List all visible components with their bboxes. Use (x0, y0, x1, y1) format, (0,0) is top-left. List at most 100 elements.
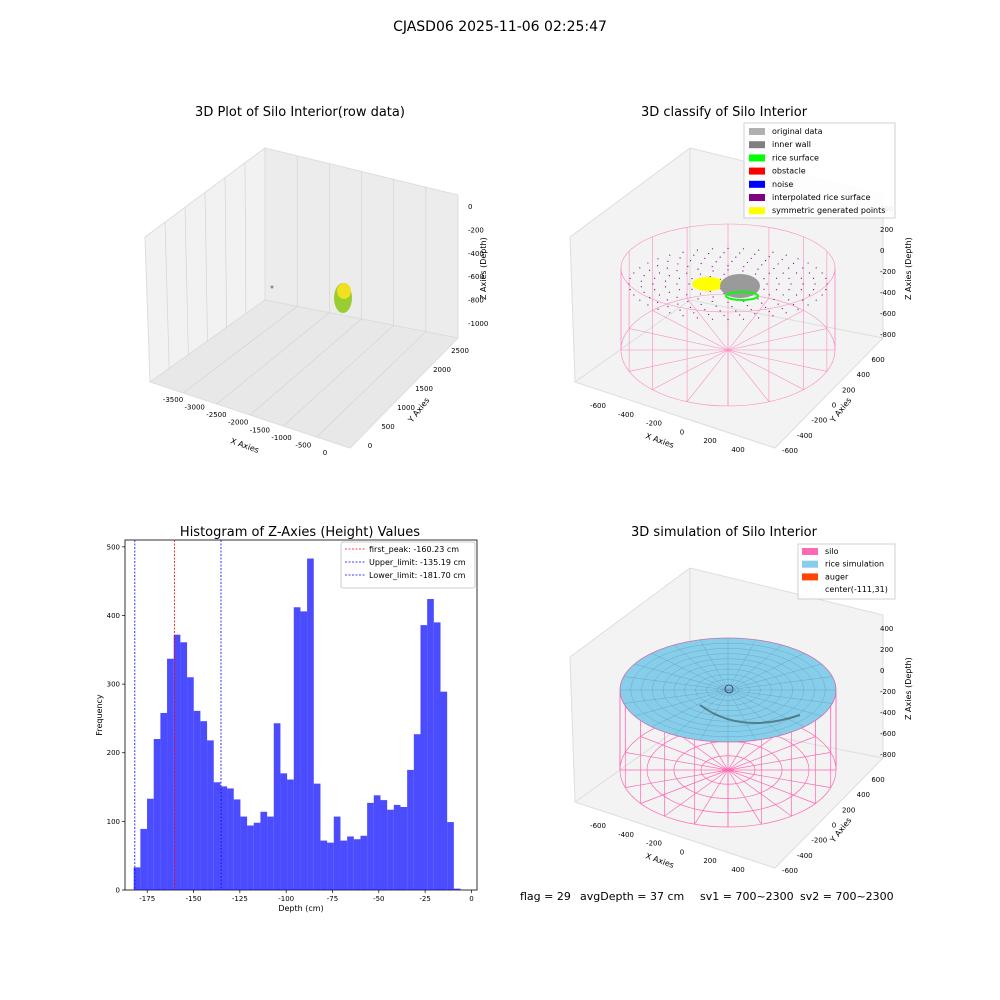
hist-bar (207, 740, 214, 890)
classify-x-tick-label: -400 (618, 411, 634, 419)
classify-z-tick-label: -400 (880, 289, 896, 297)
hist-bar (153, 739, 161, 890)
classify-interpolated-points (628, 247, 828, 321)
classify-z-tick-label: 200 (880, 226, 893, 234)
hist-bar (187, 677, 194, 890)
raw-outlier-point (270, 285, 274, 289)
hist-bar (353, 839, 361, 890)
hist-bar (147, 798, 154, 890)
raw-x-tick-label: -2500 (206, 411, 226, 419)
simulation-z-tick-label: 400 (880, 625, 893, 633)
hist-bar (167, 658, 174, 890)
hist-bar (433, 622, 441, 890)
classify-y-label: Y Axies (828, 396, 854, 425)
classify-z-label: Z Axies (Depth) (904, 237, 913, 300)
hist-y-tick-label: 200 (107, 749, 120, 757)
hist-bar (347, 836, 354, 890)
hist-bar (340, 840, 348, 890)
simulation-y-tick-label: -200 (811, 837, 827, 845)
classify-z-tick-label: -800 (880, 331, 896, 339)
classify-legend-swatch (749, 141, 765, 149)
footer-flag: flag = 29 (520, 890, 571, 903)
hist-bar (233, 799, 241, 890)
hist-bar (380, 800, 388, 890)
raw-z-tick-label: -200 (468, 226, 484, 234)
simulation-legend: silo rice simulation auger center(-111,31) (797, 543, 896, 600)
classify-x-label: X Axies (644, 431, 675, 450)
classify-y-tick-label: 600 (871, 356, 884, 364)
hist-bar (280, 773, 288, 890)
footer-avg-depth: avgDepth = 37 cm (580, 890, 684, 903)
classify-legend-label: obstacle (772, 167, 806, 176)
hist-y-tick-label: 400 (107, 612, 120, 620)
hist-bar (133, 867, 141, 890)
raw-z-tick-label: -1000 (468, 320, 488, 328)
classify-legend-label: symmetric generated points (772, 206, 885, 215)
simulation-x-tick-label: -200 (646, 840, 662, 848)
hist-x-tick-label: -150 (186, 895, 202, 903)
raw-x-tick-label: -1000 (271, 434, 291, 442)
raw-x-tick-label: -3000 (185, 404, 205, 412)
hist-legend: first_peak: -160.23 cm Upper_limit: -135.… (340, 541, 476, 589)
hist-bars (133, 558, 461, 890)
classify-legend-swatch (749, 154, 765, 162)
hist-bar (313, 783, 321, 890)
hist-legend-label: first_peak: -160.23 cm (369, 545, 459, 554)
raw-point-cloud-top (337, 283, 351, 299)
raw-y-tick-label: 2500 (451, 347, 469, 355)
classify-legend: original data inner wall rice surface obsta… (743, 122, 896, 219)
hist-legend-label: Lower_limit: -181.70 cm (369, 571, 466, 580)
simulation-y-label: Y Axies (828, 816, 854, 845)
simulation-silo-wireframe (619, 638, 837, 828)
hist-bar (440, 691, 448, 890)
simulation-legend-label: rice simulation (825, 560, 884, 569)
simulation-legend-swatch (802, 548, 818, 555)
panel-simulation-title: 3D simulation of Silo Interior (631, 525, 818, 540)
panel-simulation: 3D simulation of Silo Interior -600 -400 -… (569, 525, 913, 875)
classify-y-tick-label: 0 (832, 402, 836, 410)
simulation-legend-label: auger (825, 572, 849, 581)
classify-z-tick-label: 0 (880, 247, 884, 255)
hist-bar (287, 779, 294, 890)
hist-bar (400, 806, 408, 890)
simulation-z-tick-label: 0 (880, 667, 884, 675)
classify-y-tick-label: 200 (842, 386, 855, 394)
hist-bar (260, 811, 268, 890)
classify-y-tick-label: 400 (857, 371, 870, 379)
hist-bar (420, 625, 428, 890)
hist-bar (387, 809, 394, 890)
classify-legend-swatch (749, 167, 765, 175)
simulation-z-tick-label: -200 (880, 688, 896, 696)
hist-bar (413, 734, 421, 890)
hist-bar (227, 788, 234, 890)
panel-raw: 3D Plot of Silo Interior(row data) -3500… (144, 105, 488, 457)
hist-x-tick-label: -125 (232, 895, 248, 903)
simulation-x-tick-label: 400 (731, 866, 744, 874)
raw-y-tick-label: 500 (381, 423, 394, 431)
footer-sv1: sv1 = 700~2300 (700, 890, 794, 903)
classify-z-tick-label: -600 (880, 310, 896, 318)
simulation-y-tick-label: 200 (842, 806, 855, 814)
simulation-center-marker (724, 684, 734, 694)
hist-bar (327, 842, 334, 890)
hist-bar (240, 816, 248, 890)
hist-bar (140, 828, 148, 890)
footer-sv2: sv2 = 700~2300 (800, 890, 894, 903)
simulation-rice-trough (699, 704, 801, 724)
classify-legend-swatch (749, 180, 765, 188)
raw-z-tick-label: -600 (468, 273, 484, 281)
raw-x-tick-label: -500 (295, 441, 311, 449)
hist-bar (307, 558, 314, 890)
classify-yellow-region (692, 277, 724, 291)
simulation-rice-mesh (619, 637, 837, 743)
hist-bar (293, 607, 301, 890)
classify-z-tick-label: -200 (880, 268, 896, 276)
simulation-z-label: Z Axies (Depth) (904, 657, 913, 720)
classify-green-region (725, 291, 759, 301)
chart-x-label: Depth (cm) (278, 904, 323, 913)
simulation-legend-swatch (802, 573, 818, 581)
classify-legend-swatch (749, 207, 765, 215)
hist-bar (193, 710, 201, 890)
simulation-y-tick-label: -400 (797, 852, 813, 860)
